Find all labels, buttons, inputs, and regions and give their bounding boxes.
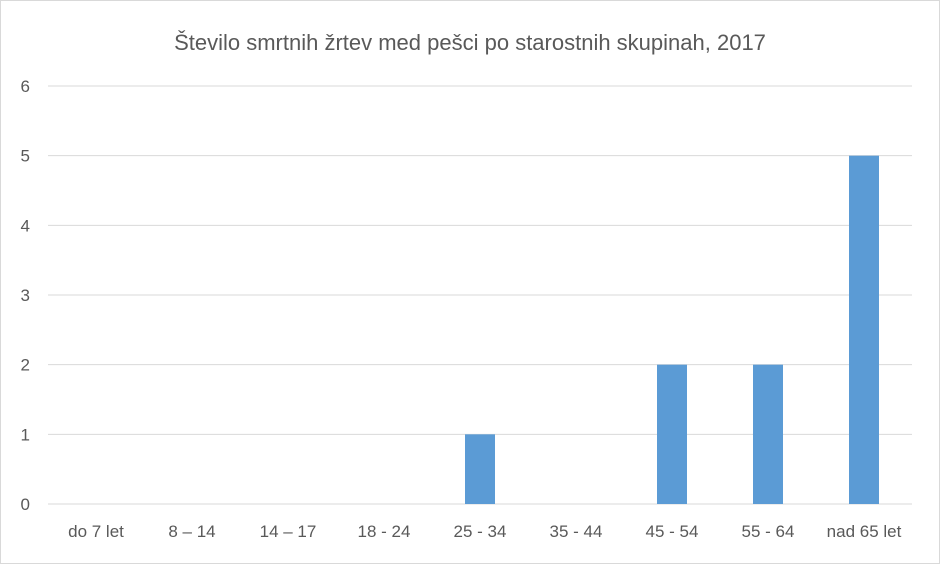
x-tick-label-8: nad 65 let bbox=[827, 522, 902, 541]
y-tick-label-3: 3 bbox=[21, 286, 30, 305]
chart-title: Število smrtnih žrtev med pešci po staro… bbox=[174, 30, 766, 55]
y-tick-label-6: 6 bbox=[21, 77, 30, 96]
bar-4 bbox=[465, 434, 495, 504]
y-tick-label-1: 1 bbox=[21, 425, 30, 444]
y-tick-label-2: 2 bbox=[21, 356, 30, 375]
x-tick-label-2: 14 – 17 bbox=[260, 522, 317, 541]
bar-7 bbox=[753, 364, 783, 504]
bar-8 bbox=[849, 155, 879, 504]
y-tick-label-0: 0 bbox=[21, 495, 30, 514]
x-tick-label-1: 8 – 14 bbox=[168, 522, 215, 541]
x-tick-label-3: 18 - 24 bbox=[358, 522, 411, 541]
x-tick-label-7: 55 - 64 bbox=[742, 522, 795, 541]
x-tick-label-6: 45 - 54 bbox=[646, 522, 699, 541]
bar-6 bbox=[657, 364, 687, 504]
y-tick-label-4: 4 bbox=[21, 216, 30, 235]
y-tick-label-5: 5 bbox=[21, 147, 30, 166]
x-tick-label-4: 25 - 34 bbox=[454, 522, 507, 541]
x-tick-label-5: 35 - 44 bbox=[550, 522, 603, 541]
x-tick-label-0: do 7 let bbox=[68, 522, 124, 541]
